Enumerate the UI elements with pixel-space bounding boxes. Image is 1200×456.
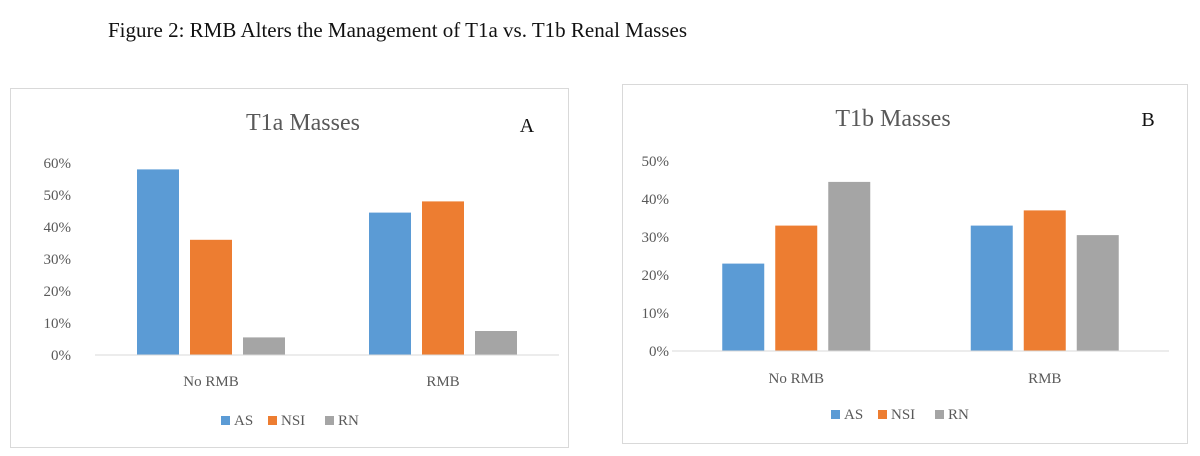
bar-nsi-no-rmb xyxy=(190,239,232,355)
chart-t1b-svg: T1b Masses B 0% 10% 20% 30% 40% 50% No RMB RMB A… xyxy=(642,106,1169,423)
legend-label-nsi: NSI xyxy=(891,407,915,423)
bar-as-rmb xyxy=(970,225,1013,351)
y-tick-label: 20% xyxy=(642,268,670,284)
legend-swatch-rn xyxy=(325,416,334,425)
legend-swatch-rn xyxy=(935,410,944,419)
x-category-label: RMB xyxy=(1028,371,1061,387)
bar-rn-rmb xyxy=(1076,235,1119,351)
y-tick-label: 0% xyxy=(51,348,71,364)
y-tick-label: 50% xyxy=(642,154,670,170)
legend-label-as: AS xyxy=(234,413,253,429)
y-tick-label: 40% xyxy=(642,192,670,208)
chart-t1a-svg: T1a Masses A 0% 10% 20% 30% 40% 50% 60% No RMB R… xyxy=(44,110,559,429)
y-tick-label: 60% xyxy=(44,156,72,172)
y-tick-label: 50% xyxy=(44,188,72,204)
chart-title: T1b Masses xyxy=(835,106,950,132)
bar-nsi-rmb xyxy=(1023,210,1066,351)
y-tick-label: 30% xyxy=(642,230,670,246)
y-tick-label: 0% xyxy=(649,344,669,360)
bar-nsi-rmb xyxy=(422,201,464,355)
legend-swatch-nsi xyxy=(268,416,277,425)
bar-as-rmb xyxy=(369,212,411,355)
y-tick-label: 10% xyxy=(44,316,72,332)
figure-title: Figure 2: RMB Alters the Management of T… xyxy=(108,18,687,42)
chart-panel-a: T1a Masses A 0% 10% 20% 30% 40% 50% 60% No RMB R… xyxy=(10,88,569,448)
bar-nsi-no-rmb xyxy=(775,225,818,351)
y-tick-label: 30% xyxy=(44,252,72,268)
x-category-label: No RMB xyxy=(183,374,238,390)
x-category-label: No RMB xyxy=(769,371,824,387)
chart-title: T1a Masses xyxy=(246,110,360,136)
bar-as-no-rmb xyxy=(722,263,765,351)
panel-label: A xyxy=(520,115,535,137)
panel-label: B xyxy=(1141,109,1154,131)
legend-label-as: AS xyxy=(844,407,863,423)
legend-swatch-nsi xyxy=(878,410,887,419)
legend-label-nsi: NSI xyxy=(281,413,305,429)
legend-label-rn: RN xyxy=(338,413,359,429)
y-tick-label: 20% xyxy=(44,284,72,300)
bar-as-no-rmb xyxy=(137,169,179,355)
y-tick-label: 40% xyxy=(44,220,72,236)
legend-swatch-as xyxy=(221,416,230,425)
bar-rn-no-rmb xyxy=(243,337,285,355)
bar-rn-rmb xyxy=(475,331,517,355)
x-category-label: RMB xyxy=(426,374,459,390)
y-tick-label: 10% xyxy=(642,306,670,322)
legend-swatch-as xyxy=(831,410,840,419)
chart-panel-b: T1b Masses B 0% 10% 20% 30% 40% 50% No RMB RMB A… xyxy=(622,84,1188,444)
bar-rn-no-rmb xyxy=(828,181,871,351)
legend-label-rn: RN xyxy=(948,407,969,423)
